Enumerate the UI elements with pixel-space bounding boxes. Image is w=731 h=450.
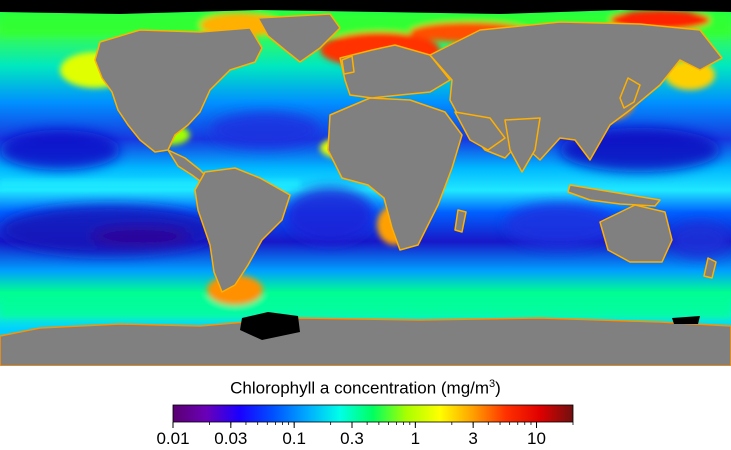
british-isles bbox=[341, 55, 355, 75]
no-data-antarctic-shelf bbox=[672, 316, 700, 324]
colorbar-tick-label: 10 bbox=[527, 429, 546, 448]
legend-title-close: ) bbox=[495, 378, 501, 398]
legend-title-text: Chlorophyll a concentration (mg/m bbox=[230, 378, 490, 398]
colorbar-tick-label: 3 bbox=[468, 429, 477, 448]
north-america bbox=[94, 27, 263, 153]
greenland bbox=[257, 13, 341, 63]
colorbar-tick-label: 0.01 bbox=[156, 429, 189, 448]
colorbar-tick-label: 0.1 bbox=[282, 429, 306, 448]
madagascar bbox=[454, 209, 467, 233]
colorbar-tick-label: 1 bbox=[411, 429, 420, 448]
legend-title: Chlorophyll a concentration (mg/m3) bbox=[0, 378, 731, 399]
africa bbox=[327, 97, 463, 251]
colorbar-tick-label: 0.03 bbox=[214, 429, 247, 448]
arabia bbox=[454, 111, 506, 151]
europe bbox=[339, 44, 451, 99]
colorbar-fill bbox=[172, 404, 574, 423]
no-data-arctic bbox=[0, 0, 731, 14]
indonesia bbox=[567, 184, 661, 207]
colorbar-ticks: 0.01 0.03 0.1 0.3 1 3 10 bbox=[156, 422, 574, 448]
colorbar-tick-label: 0.3 bbox=[340, 429, 364, 448]
antarctica bbox=[0, 317, 731, 366]
legend-title-exponent: 3 bbox=[489, 378, 496, 390]
india bbox=[504, 117, 541, 173]
continents bbox=[94, 13, 723, 293]
south-america bbox=[194, 167, 291, 293]
new-zealand bbox=[703, 257, 717, 279]
japan bbox=[619, 77, 641, 109]
oligotrophic-gyres bbox=[0, 112, 730, 258]
colorbar: 0.01 0.03 0.1 0.3 1 3 10 bbox=[156, 404, 574, 448]
chlorophyll-world-map bbox=[0, 0, 731, 366]
australia bbox=[599, 204, 673, 263]
no-data-weddell bbox=[240, 312, 300, 340]
